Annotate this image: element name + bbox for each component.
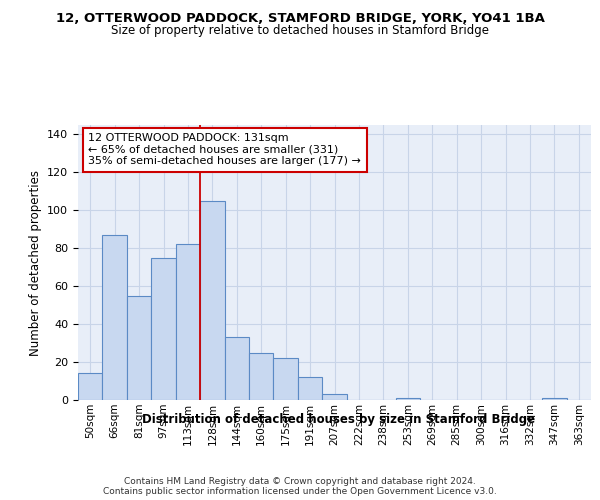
Text: 12, OTTERWOOD PADDOCK, STAMFORD BRIDGE, YORK, YO41 1BA: 12, OTTERWOOD PADDOCK, STAMFORD BRIDGE, … [56, 12, 544, 26]
Bar [395, 398, 420, 400]
Bar [151, 258, 176, 400]
Text: 12 OTTERWOOD PADDOCK: 131sqm
← 65% of detached houses are smaller (331)
35% of s: 12 OTTERWOOD PADDOCK: 131sqm ← 65% of de… [88, 133, 361, 166]
Bar [103, 235, 127, 400]
Bar [322, 394, 347, 400]
Bar [200, 201, 224, 400]
Bar [78, 374, 103, 400]
Bar [542, 398, 566, 400]
Text: Contains public sector information licensed under the Open Government Licence v3: Contains public sector information licen… [103, 488, 497, 496]
Bar [298, 377, 322, 400]
Y-axis label: Number of detached properties: Number of detached properties [29, 170, 41, 356]
Text: Distribution of detached houses by size in Stamford Bridge: Distribution of detached houses by size … [142, 412, 536, 426]
Bar [274, 358, 298, 400]
Bar [176, 244, 200, 400]
Bar [249, 352, 274, 400]
Text: Contains HM Land Registry data © Crown copyright and database right 2024.: Contains HM Land Registry data © Crown c… [124, 478, 476, 486]
Text: Size of property relative to detached houses in Stamford Bridge: Size of property relative to detached ho… [111, 24, 489, 37]
Bar [127, 296, 151, 400]
Bar [224, 338, 249, 400]
